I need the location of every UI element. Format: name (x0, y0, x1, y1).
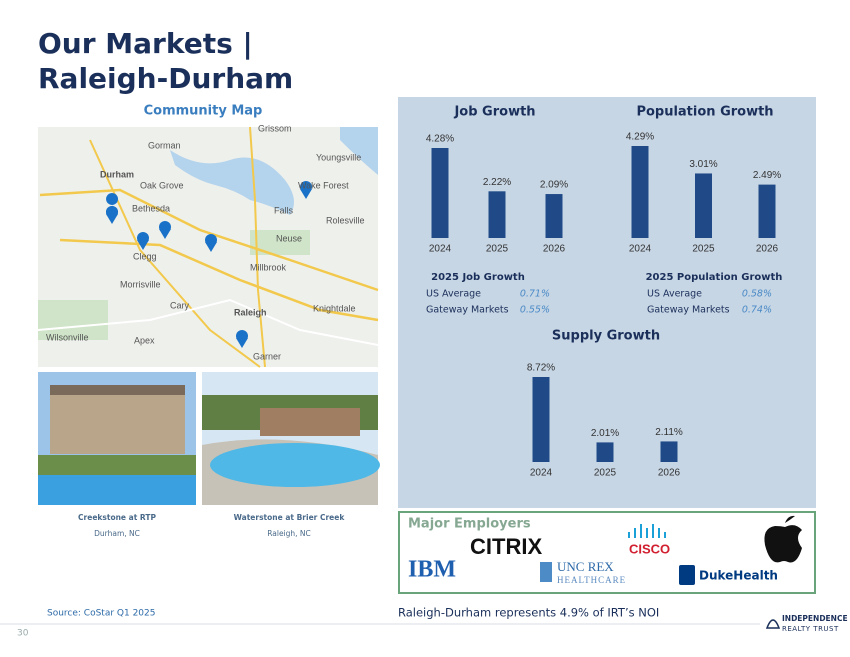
map-label: Clegg (133, 251, 157, 261)
source: Source: CoStar Q1 2025 (47, 609, 156, 619)
logo-text: DukeHealth (699, 569, 778, 583)
map-title: Community Map (144, 104, 263, 119)
x-tick-label: 2024 (429, 244, 452, 255)
value-label: 2.09% (540, 180, 568, 191)
x-tick-label: 2025 (486, 244, 509, 255)
comparison-value: 0.74% (742, 305, 772, 316)
map-label: Morrisville (120, 279, 161, 289)
logo-mark (764, 515, 802, 563)
map-label: Grissom (258, 123, 292, 133)
property-location: Durham, NC (94, 529, 140, 538)
logo-text: REALTY TRUST (782, 625, 839, 633)
map-label: Youngsville (316, 152, 361, 162)
value-label: 2.49% (753, 170, 781, 181)
logo-text: INDEPENDENCE (782, 614, 848, 623)
map-label: Gorman (148, 140, 181, 150)
chart-title: Job Growth (453, 105, 535, 120)
x-tick-label: 2024 (629, 244, 652, 255)
map-label: Knightdale (313, 303, 356, 313)
logo-text: CISCO (629, 541, 670, 556)
map-label: Millbrook (250, 262, 287, 272)
logo-text: IBM (408, 557, 456, 583)
map-label: Cary (170, 300, 190, 310)
photo (38, 372, 196, 505)
photo (202, 372, 380, 505)
logo-text: UNC REX (557, 559, 614, 574)
map-label: Oak Grove (140, 180, 184, 190)
logo-mark (628, 524, 666, 538)
map: Grissom Gorman Youngsville Durham Oak Gr… (37, 123, 379, 368)
employers-title: Major Employers (408, 517, 531, 532)
value-label: 2.11% (655, 427, 683, 438)
map-label: Garner (253, 351, 281, 361)
logo-text: HEALTHCARE (557, 575, 626, 585)
comparison-value: 0.55% (520, 305, 550, 316)
map-label: Durham (100, 169, 134, 179)
map-label: Falls (274, 205, 294, 215)
page-number: 30 (17, 629, 29, 639)
map-label: Bethesda (132, 203, 170, 213)
bar (695, 173, 712, 238)
bar (545, 194, 563, 238)
logo-mark (679, 565, 695, 585)
value-label: 3.01% (689, 159, 717, 170)
chart-panel (398, 97, 816, 508)
bar (488, 191, 506, 238)
bar (431, 148, 449, 238)
map-label: Raleigh (234, 307, 267, 317)
property-location: Raleigh, NC (267, 529, 311, 538)
bar (758, 184, 776, 238)
x-tick-label: 2025 (594, 468, 617, 479)
comparison-title: 2025 Population Growth (646, 272, 783, 283)
x-tick-label: 2024 (530, 468, 553, 479)
x-tick-label: 2026 (658, 468, 681, 479)
map-label: Neuse (276, 233, 302, 243)
footnote: Raleigh-Durham represents 4.9% of IRT’s … (398, 606, 659, 620)
property-name: Creekstone at RTP (78, 513, 156, 522)
value-label: 4.29% (626, 132, 654, 143)
charts: Job Growth 4.28% 2024 2.22% 2025 2.09% 2026 Pop… (426, 105, 781, 479)
bar (631, 146, 649, 238)
comparison-value: 0.58% (742, 289, 772, 300)
x-tick-label: 2026 (756, 244, 779, 255)
logo-mark (540, 562, 552, 582)
value-label: 2.22% (483, 177, 511, 188)
title: Raleigh-Durham (38, 62, 293, 95)
logo-text: CITRIX (470, 534, 542, 559)
comparisons: 2025 Job Growth US Average 0.71% Gateway Ma… (426, 272, 782, 316)
map-label: Rolesville (326, 215, 365, 225)
bar (532, 377, 550, 462)
value-label: 4.28% (426, 134, 454, 145)
employers-box (398, 511, 816, 594)
comparison-title: 2025 Job Growth (431, 272, 525, 283)
value-label: 8.72% (527, 363, 555, 374)
bar (596, 442, 614, 462)
value-label: 2.01% (591, 428, 619, 439)
property-name: Waterstone at Brier Creek (234, 513, 346, 522)
bar (660, 441, 678, 462)
comparison-label: US Average (647, 289, 702, 300)
x-tick-label: 2025 (692, 244, 715, 255)
chart-title: Supply Growth (552, 329, 660, 344)
comparison-value: 0.71% (520, 289, 550, 300)
map-label: Apex (134, 335, 155, 345)
logo-mark (765, 619, 781, 629)
x-tick-label: 2026 (543, 244, 566, 255)
chart-title: Population Growth (636, 105, 773, 120)
comparison-label: Gateway Markets (647, 305, 730, 316)
title: Our Markets | (38, 27, 253, 60)
comparison-label: Gateway Markets (426, 305, 509, 316)
comparison-label: US Average (426, 289, 481, 300)
map-label: Wilsonville (46, 332, 89, 342)
map-label: Wake Forest (298, 180, 349, 190)
